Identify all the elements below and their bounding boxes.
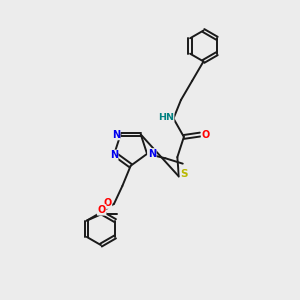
- Text: HN: HN: [158, 113, 174, 122]
- Text: N: N: [112, 130, 120, 140]
- Text: N: N: [110, 150, 118, 160]
- Text: N: N: [148, 149, 156, 159]
- Text: S: S: [180, 169, 188, 179]
- Text: O: O: [103, 198, 112, 208]
- Text: O: O: [202, 130, 210, 140]
- Text: O: O: [98, 205, 106, 215]
